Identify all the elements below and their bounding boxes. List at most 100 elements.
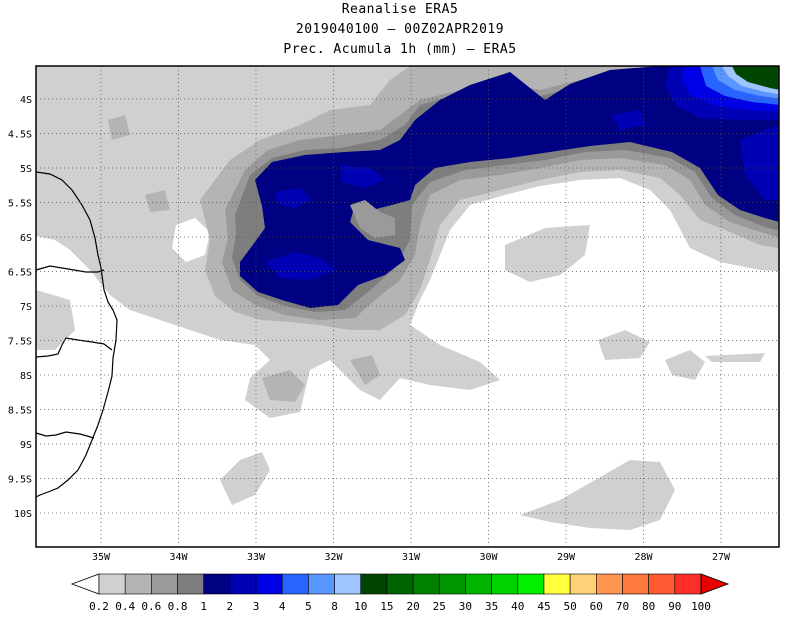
precip-contour-0.4-patch — [350, 355, 380, 385]
colorbar-label: 100 — [691, 600, 711, 613]
colorbar-label: 70 — [616, 600, 629, 613]
precip-gap — [172, 218, 210, 262]
colorbar-label: 50 — [564, 600, 577, 613]
grid — [36, 66, 779, 547]
colorbar-segment — [517, 573, 545, 595]
state-border — [35, 431, 95, 439]
colorbar-segment — [438, 573, 466, 595]
lat-label: 5.5S — [8, 199, 32, 210]
colorbar-label: 8 — [331, 600, 338, 613]
colorbar-segment — [360, 573, 388, 595]
precip-gap — [350, 200, 395, 238]
lat-label: 7S — [20, 302, 32, 313]
lat-label: 8S — [20, 371, 32, 382]
colorbar-arrow-low — [70, 573, 100, 595]
colorbar — [70, 573, 730, 595]
colorbar-segment — [203, 573, 231, 595]
precip-contour-0.2-patch — [36, 290, 75, 350]
precip-contour-0.2-patch — [598, 330, 650, 360]
state-border — [35, 265, 105, 273]
precip-contour-0.2-patch — [520, 460, 675, 530]
lon-label: 31W — [402, 552, 421, 563]
precip-contour-0.2-patch — [505, 225, 590, 282]
colorbar-label: 5 — [305, 600, 312, 613]
precip-contour-15 — [732, 66, 779, 90]
colorbar-label: 0.2 — [89, 600, 109, 613]
colorbar-label: 0.4 — [115, 600, 135, 613]
colorbar-segment — [151, 573, 178, 595]
precip-contour-2 — [275, 188, 312, 208]
colorbar-segment — [674, 573, 702, 595]
plot-frame — [35, 65, 780, 548]
precip-contour-2 — [612, 110, 645, 130]
colorbar-label: 4 — [279, 600, 286, 613]
colorbar-label: 10 — [354, 600, 367, 613]
lat-label: 6S — [20, 233, 32, 244]
colorbar-label: 30 — [459, 600, 472, 613]
precip-contour-0.2-patch — [665, 350, 705, 380]
lat-label: 10S — [14, 509, 32, 520]
colorbar-labels: 0.2 0.4 0.6 0.8 1 2 3 4 5 8 10 15 20 25 30 35 40 45 50 60 70… — [89, 600, 711, 613]
colorbar-label: 0.6 — [141, 600, 161, 613]
lon-label: 35W — [92, 552, 111, 563]
precip-contour-0.4-patch — [262, 370, 305, 402]
colorbar-arrow-high — [700, 573, 730, 595]
title-line-3: Prec. Acumula 1h (mm) – ERA5 — [283, 42, 517, 57]
lat-label: 9.5S — [8, 475, 32, 486]
colorbar-segment — [255, 573, 283, 595]
colorbar-label: 35 — [485, 600, 498, 613]
lon-label: 33W — [247, 552, 266, 563]
lon-label: 28W — [634, 552, 653, 563]
lat-label: 4S — [20, 95, 32, 106]
precip-contour-0.2-patch — [705, 353, 765, 362]
title-line-2: 2019040100 – 00Z02APR2019 — [295, 22, 505, 37]
lon-label: 32W — [324, 552, 343, 563]
precip-contour-2 — [265, 252, 335, 280]
colorbar-label: 80 — [642, 600, 655, 613]
colorbar-label: 40 — [511, 600, 524, 613]
precip-contour-0.4-patch — [145, 190, 170, 212]
lat-label: 7.5S — [8, 337, 32, 348]
lat-label: 8.5S — [8, 406, 32, 417]
lat-label: 4.5S — [8, 130, 32, 141]
colorbar-segment — [308, 573, 335, 595]
lon-label: 30W — [479, 552, 498, 563]
title-line-1: Reanalise ERA5 — [341, 2, 459, 17]
colorbar-segment — [622, 573, 649, 595]
coastline — [35, 171, 118, 498]
colorbar-segment — [177, 573, 204, 595]
lat-label: 9S — [20, 440, 32, 451]
colorbar-label: 3 — [253, 600, 260, 613]
precip-contour-2 — [340, 165, 385, 188]
state-border — [35, 337, 113, 358]
colorbar-segment — [124, 573, 152, 595]
colorbar-segment — [596, 573, 623, 595]
lat-label: 5S — [20, 164, 32, 175]
colorbar-label: 1 — [200, 600, 207, 613]
colorbar-segment — [334, 573, 362, 595]
precip-contour-1 — [240, 66, 779, 308]
latitude-labels: 4S 4.5S 5S 5.5S 6S 6.5S 7S 7.5S 8S 8.5S 9S 9.5S 10S — [8, 95, 32, 520]
colorbar-label: 90 — [668, 600, 681, 613]
colorbar-label: 45 — [537, 600, 550, 613]
colorbar-segment — [648, 573, 676, 595]
colorbar-label: 60 — [590, 600, 603, 613]
colorbar-segment — [98, 573, 126, 595]
colorbar-segment — [412, 573, 440, 595]
lon-label: 27W — [712, 552, 731, 563]
precip-fields — [36, 66, 779, 530]
colorbar-label: 0.8 — [168, 600, 188, 613]
colorbar-label: 20 — [406, 600, 419, 613]
colorbar-label: 2 — [227, 600, 234, 613]
longitude-labels: 35W 34W 33W 32W 31W 30W 29W 28W 27W — [92, 552, 731, 563]
colorbar-label: 25 — [433, 600, 446, 613]
lon-label: 29W — [557, 552, 576, 563]
colorbar-segment — [229, 573, 257, 595]
colorbar-segment — [569, 573, 597, 595]
colorbar-label: 15 — [380, 600, 393, 613]
precip-contour-2 — [740, 124, 779, 200]
colorbar-segment — [465, 573, 492, 595]
colorbar-segment — [281, 573, 309, 595]
colorbar-segment — [386, 573, 414, 595]
